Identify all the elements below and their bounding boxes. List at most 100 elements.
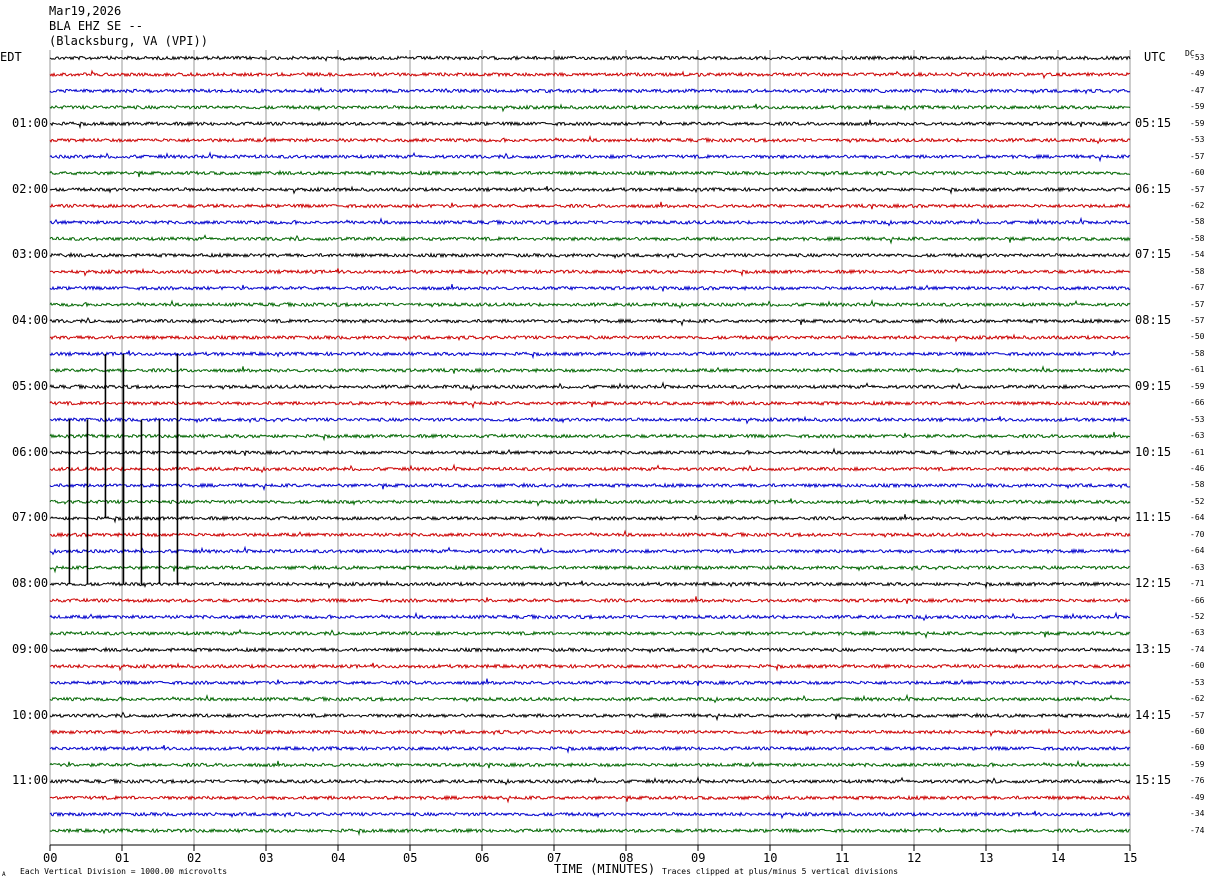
- trace-row-29: [49, 529, 1131, 538]
- trace-row-9: [49, 201, 1131, 210]
- dc-offset-label: -53: [1190, 135, 1205, 145]
- dc-offset-label: -46: [1190, 464, 1205, 473]
- right-hour-label: 11:15: [1135, 510, 1172, 525]
- dc-offset-label: -66: [1190, 595, 1205, 605]
- trace-row-23: [49, 431, 1131, 442]
- dc-offset-label: -61: [1190, 365, 1205, 375]
- dc-offset-label: -62: [1190, 694, 1205, 704]
- clip-note: Traces clipped at plus/minus 5 vertical …: [662, 867, 899, 876]
- trace-row-47: [49, 827, 1130, 837]
- trace-row-30: [49, 545, 1131, 556]
- dc-offset-label: -52: [1190, 496, 1205, 506]
- trace-row-15: [49, 298, 1131, 309]
- dc-offset-label: -57: [1190, 184, 1205, 194]
- dc-offset-label: -70: [1190, 529, 1205, 539]
- right-hour-label: 10:15: [1135, 444, 1172, 459]
- trace-row-35: [49, 628, 1131, 640]
- dc-offset-label: -58: [1190, 480, 1205, 490]
- record-date: Mar19,2026: [49, 4, 122, 18]
- station-location: (Blacksburg, VA (VPI)): [49, 34, 208, 48]
- x-tick-label: 13: [979, 851, 994, 865]
- trace-row-38: [49, 678, 1131, 687]
- x-tick-label: 02: [187, 851, 202, 865]
- x-tick-label: 14: [1051, 851, 1066, 865]
- x-tick-label: 06: [475, 851, 490, 865]
- dc-offset-label: -58: [1190, 233, 1205, 243]
- trace-row-20: [49, 381, 1131, 392]
- seismic-traces: [49, 55, 1131, 837]
- dc-offset-label: -58: [1190, 348, 1205, 358]
- dc-offset-label: -57: [1190, 316, 1205, 326]
- x-tick-label: 08: [619, 851, 634, 865]
- left-hour-label: 04:00: [12, 313, 49, 328]
- dc-offset-header: DC: [1185, 49, 1195, 58]
- trace-row-37: [49, 662, 1131, 672]
- x-tick-label: 11: [835, 851, 850, 865]
- dc-offset-label: -67: [1190, 283, 1205, 293]
- x-tick-label: 10: [763, 851, 778, 865]
- dc-offset-label: -47: [1190, 85, 1205, 95]
- left-hour-label: 07:00: [12, 510, 49, 525]
- left-hour-label: 11:00: [12, 773, 49, 788]
- trace-row-27: [49, 497, 1131, 507]
- left-hour-label: 08:00: [12, 576, 49, 591]
- dc-offset-label: -74: [1190, 644, 1205, 654]
- dc-offset-label: -64: [1190, 546, 1205, 556]
- dc-offset-label: -59: [1190, 759, 1205, 769]
- trace-row-26: [49, 481, 1131, 492]
- dc-offset-label: -64: [1190, 513, 1205, 523]
- trace-row-21: [49, 399, 1131, 409]
- x-tick-label: 01: [115, 851, 130, 865]
- dc-offset-label: -63: [1190, 628, 1205, 638]
- right-hour-label: 12:15: [1135, 576, 1172, 591]
- right-hour-label: 08:15: [1135, 313, 1172, 328]
- trace-row-44: [49, 775, 1131, 786]
- trace-row-28: [49, 514, 1131, 524]
- trace-row-13: [49, 267, 1131, 278]
- trace-row-12: [49, 251, 1130, 260]
- dc-offset-label: -54: [1190, 250, 1205, 260]
- dc-offset-label: -60: [1190, 168, 1205, 178]
- right-timezone-label: UTC: [1144, 50, 1166, 64]
- dc-offset-label: -57: [1190, 151, 1205, 161]
- dc-offset-label: -76: [1190, 776, 1205, 786]
- trace-row-11: [49, 234, 1131, 245]
- right-hour-label: 05:15: [1135, 115, 1172, 130]
- station-code: BLA EHZ SE --: [49, 19, 143, 33]
- time-grid: [49, 50, 1131, 851]
- trace-row-10: [49, 216, 1131, 227]
- trace-row-40: [49, 711, 1131, 722]
- trace-row-24: [49, 447, 1131, 456]
- trace-row-18: [49, 350, 1131, 360]
- trace-row-2: [49, 86, 1131, 95]
- x-tick-label: 07: [547, 851, 562, 865]
- trace-row-4: [49, 119, 1131, 130]
- dc-offset-label: -58: [1190, 217, 1205, 227]
- left-timezone-label: EDT: [0, 50, 22, 64]
- left-hour-label: 02:00: [12, 181, 49, 196]
- trace-row-16: [49, 317, 1131, 327]
- left-hour-label: 03:00: [12, 247, 49, 262]
- trace-row-17: [49, 333, 1131, 343]
- trace-row-34: [49, 611, 1131, 622]
- x-tick-label: 09: [691, 851, 706, 865]
- right-hour-label: 15:15: [1135, 773, 1172, 788]
- dc-offset-label: -57: [1190, 710, 1205, 720]
- left-hour-label: 05:00: [12, 378, 49, 393]
- dc-offset-label: -60: [1190, 727, 1205, 737]
- trace-row-25: [49, 463, 1131, 474]
- trace-row-5: [49, 134, 1131, 145]
- dc-offset-label: -60: [1190, 661, 1205, 671]
- trace-row-46: [49, 810, 1131, 820]
- right-hour-label: 13:15: [1135, 641, 1172, 656]
- trace-row-45: [49, 794, 1131, 804]
- dc-offset-label: -49: [1190, 69, 1205, 79]
- right-hour-label: 06:15: [1135, 181, 1172, 196]
- corner-mark: A: [2, 871, 6, 878]
- trace-row-39: [49, 693, 1131, 704]
- right-hour-label: 07:15: [1135, 247, 1172, 262]
- dc-offset-label: -63: [1190, 431, 1205, 441]
- x-tick-label: 00: [43, 851, 58, 865]
- x-tick-label: 03: [259, 851, 274, 865]
